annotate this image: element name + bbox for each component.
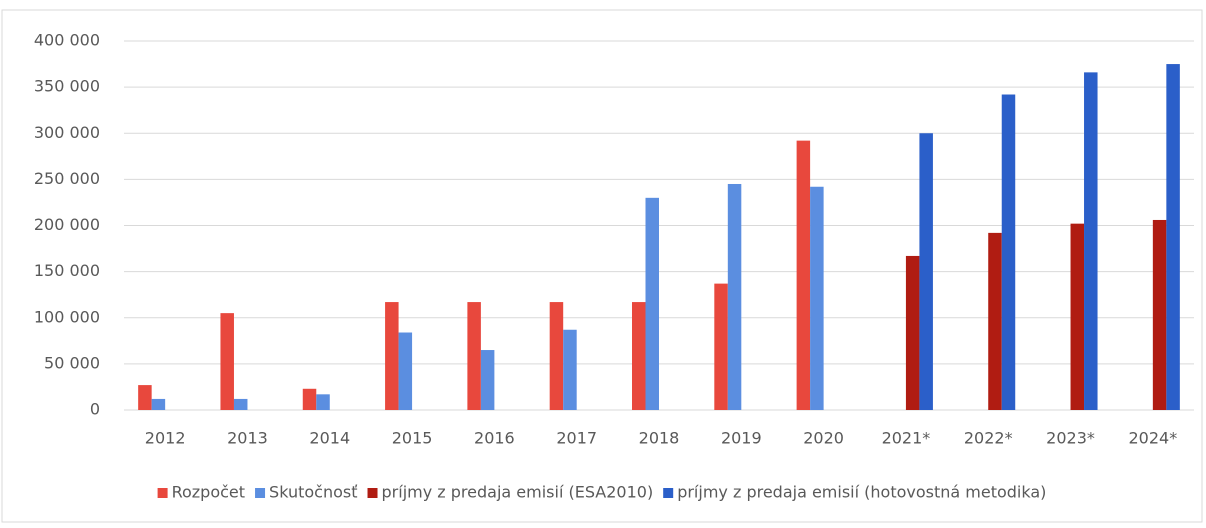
bar: [151, 398, 166, 410]
bar: [988, 232, 1002, 410]
bar: [632, 302, 646, 410]
x-tick-label: 2014: [309, 429, 350, 448]
legend-label: príjmy z predaja emisií (ESA2010): [382, 483, 654, 502]
bar: [385, 302, 399, 410]
bar: [302, 388, 317, 410]
legend-label: Rozpočet: [172, 483, 245, 502]
bar: [316, 394, 330, 410]
x-tick-label: 2019: [721, 429, 762, 448]
bar: [905, 255, 920, 410]
legend-label: Skutočnosť: [269, 483, 357, 502]
bar: [549, 302, 564, 410]
y-tick-label: 50 000: [44, 353, 100, 372]
y-tick-label: 400 000: [34, 31, 100, 50]
legend-swatch: [367, 488, 378, 498]
y-tick-label: 250 000: [34, 169, 100, 188]
bar: [1070, 223, 1085, 410]
legend-swatch: [255, 488, 266, 498]
legend-swatch: [663, 488, 674, 498]
y-tick-label: 200 000: [34, 215, 100, 234]
bar: [714, 283, 728, 410]
bar: [727, 183, 742, 410]
bar: [1084, 72, 1098, 411]
bar: [1001, 94, 1016, 410]
x-tick-label: 2018: [639, 429, 680, 448]
x-tick-label: 2017: [556, 429, 597, 448]
x-tick-label: 2016: [474, 429, 515, 448]
bar: [480, 350, 495, 410]
bar: [138, 385, 152, 410]
bar: [645, 197, 659, 410]
bar: [563, 329, 577, 410]
bar: [467, 302, 481, 410]
y-tick-label: 100 000: [34, 307, 100, 326]
x-tick-label: 2020: [803, 429, 844, 448]
legend-label: príjmy z predaja emisií (hotovostná meto…: [677, 483, 1046, 502]
legend-swatch: [157, 488, 168, 498]
bar: [398, 332, 413, 410]
x-tick-label: 2013: [227, 429, 268, 448]
x-tick-label: 2012: [145, 429, 186, 448]
x-tick-label: 2024*: [1128, 429, 1177, 448]
x-tick-label: 2023*: [1046, 429, 1095, 448]
bar: [1166, 64, 1180, 410]
y-tick-label: 0: [90, 400, 100, 419]
x-tick-label: 2021*: [882, 429, 931, 448]
bar: [1152, 219, 1167, 410]
bar: [220, 313, 234, 410]
bar: [233, 398, 248, 410]
bar: [919, 133, 933, 410]
y-tick-label: 300 000: [34, 123, 100, 142]
bar: [796, 140, 811, 410]
y-tick-label: 350 000: [34, 77, 100, 96]
x-tick-label: 2022*: [964, 429, 1013, 448]
x-tick-label: 2015: [392, 429, 433, 448]
y-tick-label: 150 000: [34, 261, 100, 280]
bar: [810, 186, 824, 410]
